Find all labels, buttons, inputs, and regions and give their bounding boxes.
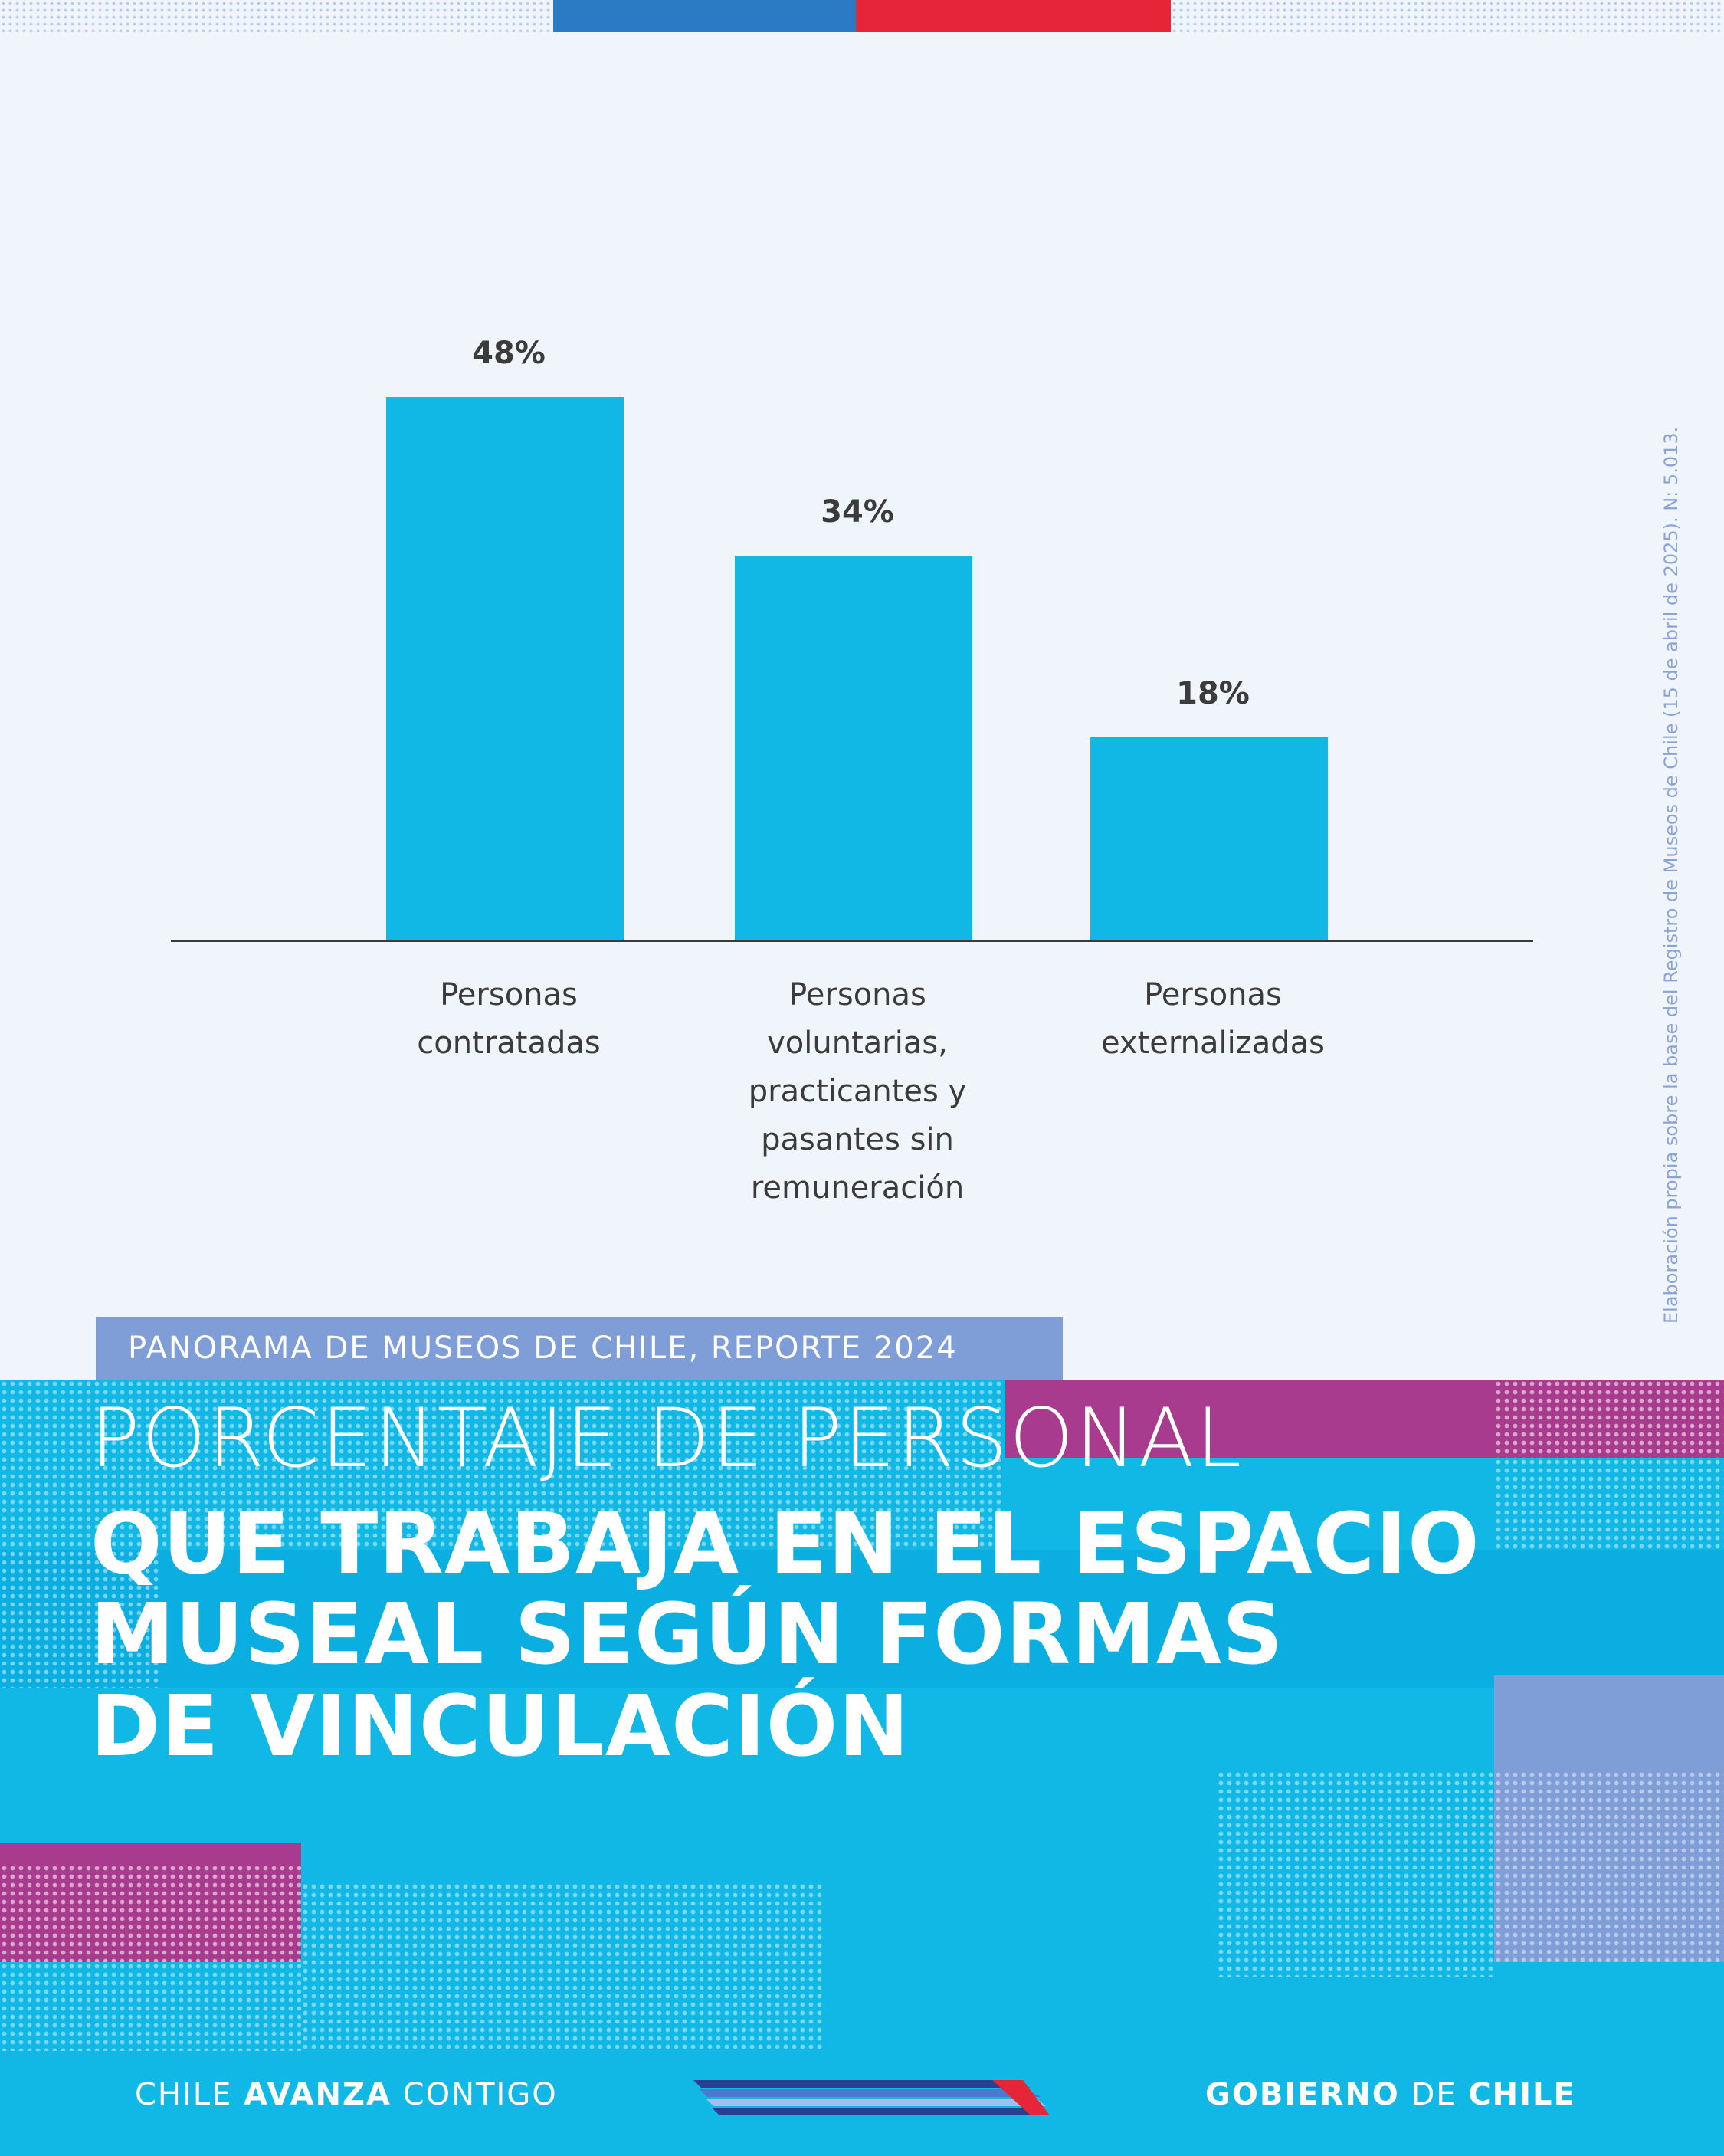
footer-slogan-part: CHILE [135, 2077, 244, 2112]
bar [735, 556, 972, 941]
bar-value-label: 34% [821, 494, 894, 530]
category-label-line: contratadas [417, 1025, 600, 1061]
title-line: PORCENTAJE DE PERSONAL [90, 1391, 1244, 1485]
footer-slogan-part: CONTIGO [391, 2077, 558, 2112]
bar-value-label: 18% [1176, 676, 1250, 711]
decorative-dot-pattern [0, 1864, 301, 1962]
title-panel [0, 1380, 1724, 2156]
footer-government: GOBIERNO DE CHILE [1205, 2077, 1576, 2112]
category-label: Personas externalizadas [1101, 977, 1325, 1061]
category-label-line: externalizadas [1101, 1025, 1325, 1061]
category-label-line: Personas [788, 977, 926, 1012]
bar [386, 397, 624, 941]
category-label: Personas voluntarias, practicantes y pasant… [749, 977, 967, 1206]
decorative-dot-pattern [0, 1380, 1005, 1548]
source-note: Elaboración propia sobre la base del Reg… [1660, 426, 1682, 1324]
decorative-dot-pattern [0, 0, 553, 32]
category-label-line: pasantes sin [761, 1122, 954, 1157]
category-label-line: Personas [1144, 977, 1282, 1012]
bar-chart: 48% 34% 18% Personas contratadas Personas vol… [171, 336, 1533, 1206]
category-label: Personas contratadas [417, 977, 600, 1061]
footer-slogan: CHILE AVANZA CONTIGO [135, 2077, 558, 2112]
decorative-dot-pattern [1494, 1380, 1724, 1458]
report-tag: PANORAMA DE MUSEOS DE CHILE, REPORTE 202… [96, 1317, 1063, 1380]
flag-red-stripe [856, 0, 1171, 32]
bar [1090, 737, 1328, 941]
category-label-line: Personas [440, 977, 578, 1012]
flag-blue-stripe [553, 0, 856, 32]
decorative-dot-pattern [1494, 1770, 1724, 1962]
decorative-lavender-block [1494, 1770, 1724, 1962]
category-label-line: voluntarias, [767, 1025, 948, 1061]
decorative-dot-pattern [0, 1962, 301, 2051]
bar-value-label: 48% [472, 336, 546, 371]
decorative-dot-pattern [1171, 0, 1724, 32]
decorative-dot-pattern [1494, 1458, 1724, 1550]
title-line: QUE TRABAJA EN EL ESPACIO [90, 1495, 1480, 1593]
decorative-dot-pattern [0, 1550, 161, 1688]
category-label-line: remuneración [751, 1170, 964, 1206]
category-label-line: practicantes y [749, 1074, 967, 1109]
title-line: DE VINCULACIÓN [90, 1677, 910, 1775]
decorative-magenta-block [1005, 1380, 1494, 1458]
footer-government-part: GOBIERNO [1205, 2077, 1400, 2112]
footer-government-part: CHILE [1468, 2077, 1576, 2112]
gobierno-logo-stripes [693, 2080, 1050, 2115]
decorative-dot-pattern [301, 1882, 824, 2051]
decorative-band [0, 1550, 1724, 1688]
title-line: MUSEAL SEGÚN FORMAS [90, 1585, 1284, 1683]
decorative-dot-pattern [1217, 1770, 1494, 1977]
footer-government-part: DE [1399, 2077, 1469, 2112]
footer-slogan-part: AVANZA [244, 2077, 392, 2112]
